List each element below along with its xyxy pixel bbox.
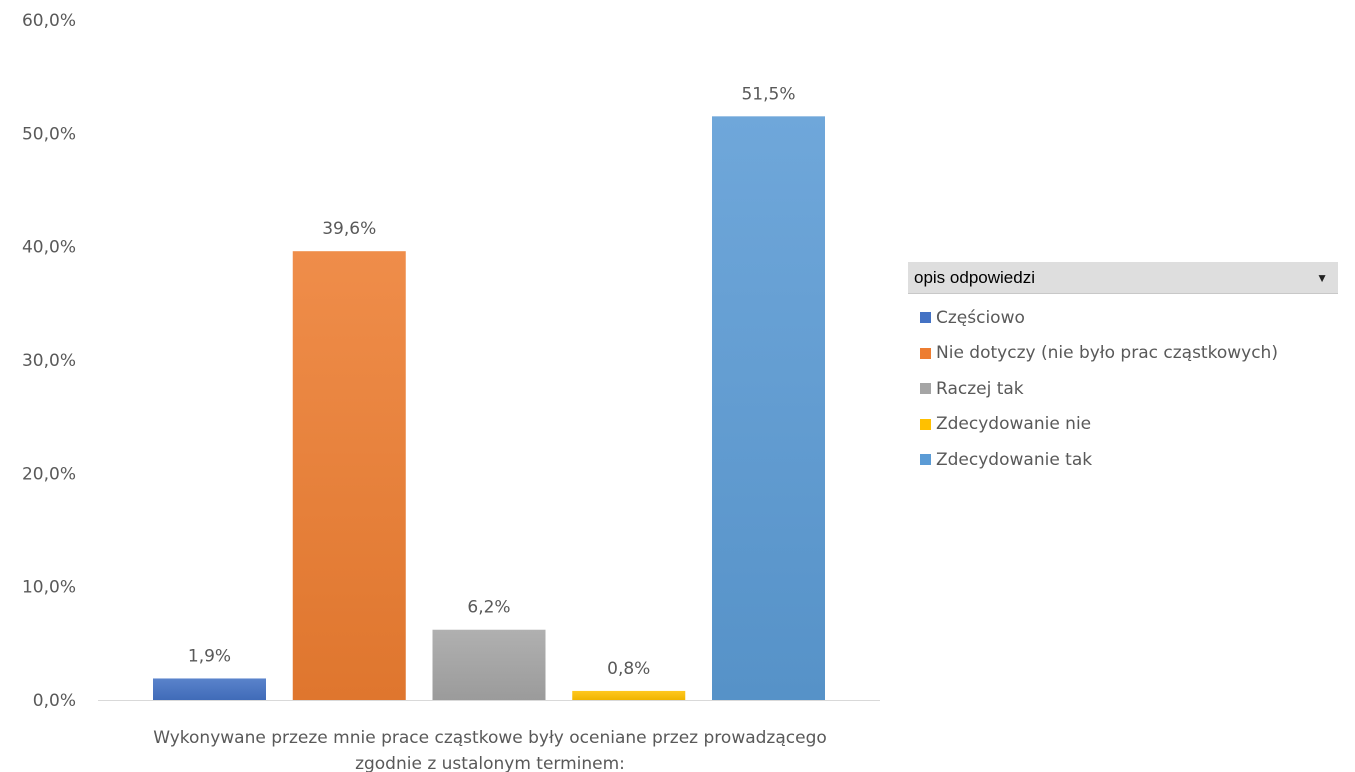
legend-swatch [920,383,931,395]
data-label: 51,5% [741,84,795,104]
category-label-line-2: zgodnie z ustalonym terminem: [355,754,625,772]
legend-title: opis odpowiedzi [914,267,1035,287]
y-tick-label: 10,0% [22,578,76,598]
legend-swatch [920,418,931,430]
legend-swatch [920,312,931,324]
bar [572,690,686,700]
legend-item[interactable]: Częściowo [908,300,1338,336]
y-axis: 0,0% 10,0% 20,0% 30,0% 40,0% 50,0% 60,0% [22,11,76,711]
bar-chart: 0,0% 10,0% 20,0% 30,0% 40,0% 50,0% 60,0% 1,9% 3… [22,11,880,772]
legend-filter-dropdown[interactable]: opis odpowiedzi ▼ [908,262,1338,294]
y-tick-label: 40,0% [22,238,76,258]
legend-label: Zdecydowanie nie [936,414,1092,435]
legend-item[interactable]: Raczej tak [908,371,1338,407]
data-label: 6,2% [467,598,510,618]
bar [712,116,825,701]
y-tick-label: 50,0% [22,124,76,144]
y-tick-label: 60,0% [22,11,76,31]
bar [153,678,266,700]
legend-label: Częściowo [936,307,1025,328]
legend-item[interactable]: Zdecydowanie nie [908,407,1338,443]
legend-item[interactable]: Nie dotyczy (nie było prac cząstkowych) [908,336,1338,372]
data-labels: 1,9% 39,6% 6,2% 0,8% 51,5% [188,84,796,679]
data-label: 1,9% [188,646,231,666]
y-tick-label: 20,0% [22,464,76,484]
legend-label: Zdecydowanie tak [936,449,1093,470]
legend: opis odpowiedzi ▼ Częściowo Nie dotyczy (… [908,262,1338,478]
legend-items: Częściowo Nie dotyczy (nie było prac cząs… [908,294,1338,478]
bar [432,629,546,700]
legend-label: Raczej tak [936,378,1024,399]
legend-item[interactable]: Zdecydowanie tak [908,442,1338,478]
legend-swatch [920,454,931,466]
category-label-line-1: Wykonywane przeze mnie prace cząstkowe b… [153,728,827,748]
bars [153,116,825,701]
data-label: 39,6% [322,219,376,239]
data-label: 0,8% [607,659,650,679]
y-tick-label: 0,0% [33,691,76,711]
y-tick-label: 30,0% [22,351,76,371]
triangle-down-icon[interactable]: ▼ [1316,270,1328,285]
bar [292,251,406,700]
legend-swatch [920,347,931,359]
legend-label: Nie dotyczy (nie było prac cząstkowych) [936,343,1278,364]
